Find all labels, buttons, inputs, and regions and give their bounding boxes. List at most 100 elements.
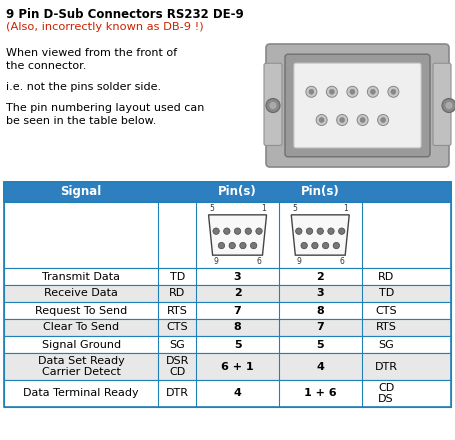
FancyBboxPatch shape	[284, 54, 429, 157]
Circle shape	[305, 86, 316, 97]
Polygon shape	[291, 215, 349, 255]
Circle shape	[326, 86, 337, 97]
Text: (Also, incorrectly known as DB-9 !): (Also, incorrectly known as DB-9 !)	[6, 22, 203, 32]
Circle shape	[316, 228, 323, 235]
FancyBboxPatch shape	[265, 44, 448, 167]
Circle shape	[444, 102, 452, 110]
Text: DTR: DTR	[374, 362, 397, 371]
Text: Data Set Ready
Carrier Detect: Data Set Ready Carrier Detect	[38, 356, 124, 377]
Circle shape	[212, 228, 219, 235]
Text: RTS: RTS	[375, 323, 396, 333]
Text: 8: 8	[233, 323, 241, 333]
Text: SG: SG	[169, 340, 185, 349]
Circle shape	[380, 117, 385, 122]
Text: When viewed from the front of: When viewed from the front of	[6, 48, 177, 58]
Bar	[4, 182, 450, 202]
Circle shape	[356, 114, 367, 125]
Text: Pin(s): Pin(s)	[300, 186, 339, 198]
Circle shape	[367, 86, 378, 97]
Text: Transmit Data: Transmit Data	[42, 271, 120, 282]
Circle shape	[322, 242, 328, 249]
Text: 6 + 1: 6 + 1	[221, 362, 253, 371]
Text: 3: 3	[316, 289, 324, 298]
Circle shape	[311, 242, 318, 249]
Text: Pin(s): Pin(s)	[217, 186, 256, 198]
Text: RD: RD	[169, 289, 185, 298]
Circle shape	[349, 89, 354, 94]
Text: 7: 7	[233, 305, 241, 315]
Text: 9: 9	[296, 257, 300, 266]
Bar	[4, 182, 450, 407]
Bar	[4, 202, 450, 268]
Text: CTS: CTS	[374, 305, 396, 315]
Circle shape	[268, 102, 276, 110]
Text: the connector.: the connector.	[6, 61, 86, 71]
Text: Signal Ground: Signal Ground	[41, 340, 121, 349]
Bar	[4, 353, 450, 380]
Circle shape	[441, 99, 455, 113]
Text: 8: 8	[316, 305, 324, 315]
Text: 2: 2	[316, 271, 324, 282]
Text: 5: 5	[209, 204, 214, 213]
Bar	[4, 302, 450, 319]
Text: The pin numbering layout used can: The pin numbering layout used can	[6, 103, 204, 113]
Text: 1: 1	[343, 204, 348, 213]
Text: 1 + 6: 1 + 6	[303, 389, 336, 399]
Bar	[4, 268, 450, 285]
Text: CTS: CTS	[166, 323, 187, 333]
Circle shape	[359, 117, 364, 122]
Text: 4: 4	[316, 362, 324, 371]
Circle shape	[338, 228, 344, 235]
Circle shape	[329, 89, 334, 94]
Text: Request To Send: Request To Send	[35, 305, 127, 315]
Bar	[4, 380, 450, 407]
Text: 1: 1	[260, 204, 265, 213]
Text: SG: SG	[378, 340, 393, 349]
Polygon shape	[208, 215, 266, 255]
Text: TD: TD	[169, 271, 184, 282]
Circle shape	[339, 117, 344, 122]
Circle shape	[306, 228, 312, 235]
FancyBboxPatch shape	[263, 63, 281, 146]
Circle shape	[336, 114, 347, 125]
Circle shape	[234, 228, 240, 235]
Text: 9 Pin D-Sub Connectors RS232 DE-9: 9 Pin D-Sub Connectors RS232 DE-9	[6, 8, 243, 21]
Circle shape	[315, 114, 326, 125]
Circle shape	[318, 117, 324, 122]
Circle shape	[265, 99, 279, 113]
Circle shape	[255, 228, 262, 235]
Bar	[4, 319, 450, 336]
Circle shape	[327, 228, 334, 235]
Text: 5: 5	[292, 204, 297, 213]
Text: DTR: DTR	[165, 389, 188, 399]
Circle shape	[239, 242, 246, 249]
Circle shape	[295, 228, 301, 235]
Text: TD: TD	[378, 289, 393, 298]
Circle shape	[369, 89, 374, 94]
Text: 3: 3	[233, 271, 241, 282]
FancyBboxPatch shape	[293, 63, 420, 148]
Text: 6: 6	[256, 257, 261, 266]
Text: 9: 9	[213, 257, 218, 266]
Text: Receive Data: Receive Data	[44, 289, 118, 298]
Circle shape	[218, 242, 224, 249]
Circle shape	[377, 114, 388, 125]
Circle shape	[346, 86, 357, 97]
Circle shape	[244, 228, 251, 235]
Text: 2: 2	[233, 289, 241, 298]
Circle shape	[390, 89, 395, 94]
Circle shape	[228, 242, 235, 249]
Text: Data Terminal Ready: Data Terminal Ready	[23, 389, 139, 399]
Text: 5: 5	[233, 340, 241, 349]
Text: 4: 4	[233, 389, 241, 399]
Text: RD: RD	[377, 271, 394, 282]
Text: 7: 7	[316, 323, 324, 333]
Circle shape	[387, 86, 398, 97]
FancyBboxPatch shape	[432, 63, 450, 146]
Text: 5: 5	[316, 340, 324, 349]
Text: RTS: RTS	[167, 305, 187, 315]
Text: Signal: Signal	[61, 186, 101, 198]
Circle shape	[300, 242, 307, 249]
Text: i.e. not the pins solder side.: i.e. not the pins solder side.	[6, 82, 161, 92]
Circle shape	[250, 242, 256, 249]
